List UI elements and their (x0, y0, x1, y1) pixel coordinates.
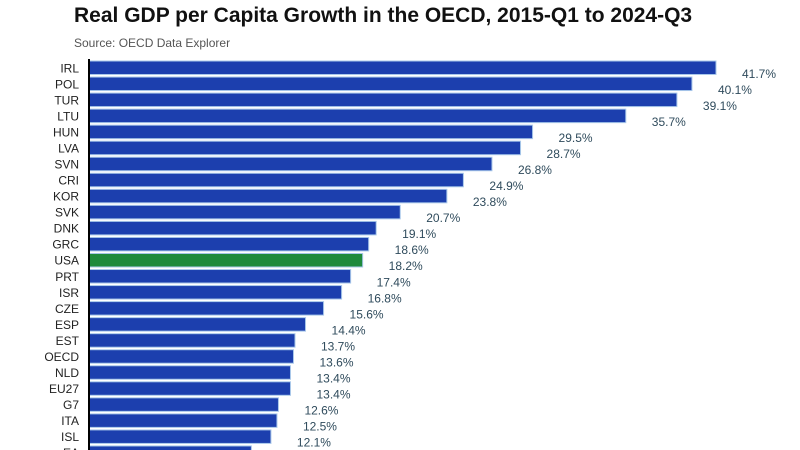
value-label: 24.9% (489, 179, 523, 193)
value-label: 13.4% (316, 388, 350, 402)
value-label: 13.6% (319, 355, 353, 369)
bar-isl (88, 429, 272, 444)
bar-grc (88, 236, 370, 252)
bar-irl (88, 60, 717, 75)
value-label: 12.6% (304, 404, 338, 418)
bar-ea (88, 445, 252, 450)
value-label: 17.4% (377, 275, 411, 289)
bar-esp (88, 317, 307, 332)
category-label: CZE (55, 302, 79, 316)
value-label: 12.5% (303, 420, 337, 434)
value-label: 40.1% (718, 83, 752, 97)
bar-eu27 (88, 381, 291, 396)
bar-est (88, 333, 296, 348)
value-label: 13.7% (321, 339, 355, 353)
value-label: 35.7% (652, 115, 686, 129)
value-label: 41.7% (742, 67, 776, 81)
category-label: KOR (53, 190, 79, 204)
bar-tur (88, 92, 678, 108)
category-label: USA (54, 254, 79, 268)
category-label: ISL (61, 430, 79, 444)
bar-cri (88, 172, 464, 188)
value-label: 15.6% (350, 307, 384, 321)
bar-dnk (88, 220, 377, 236)
bar-nld (88, 365, 291, 380)
category-label: EST (56, 334, 80, 348)
value-label: 20.7% (426, 211, 460, 225)
category-label: DNK (54, 222, 79, 236)
category-label: LTU (57, 109, 79, 123)
value-label: 19.1% (402, 227, 436, 241)
category-label: OECD (44, 350, 79, 364)
value-label: 16.8% (368, 291, 402, 305)
bar-prt (88, 269, 352, 284)
value-label: 18.6% (395, 243, 429, 257)
category-label: PRT (55, 270, 79, 284)
value-label: 28.7% (547, 147, 581, 161)
category-label: EA (63, 446, 79, 450)
bar-ita (88, 413, 278, 428)
bar-lva (88, 140, 522, 156)
category-label: CRI (58, 174, 79, 188)
category-label: EU27 (49, 382, 79, 396)
category-label: ITA (61, 414, 79, 428)
bar-cze (88, 301, 325, 316)
value-label: 14.4% (332, 323, 366, 337)
bar-g7 (88, 397, 279, 412)
value-label: 18.2% (389, 259, 423, 273)
value-label: 23.8% (473, 195, 507, 209)
bar-isr (88, 285, 343, 300)
category-label: SVK (55, 206, 79, 220)
category-label: G7 (63, 398, 79, 412)
bar-oecd (88, 349, 294, 364)
category-label: POL (55, 77, 79, 91)
bar-svk (88, 204, 401, 220)
category-label: NLD (55, 366, 79, 380)
category-label: ISR (59, 286, 79, 300)
category-label: TUR (54, 93, 79, 107)
value-label: 29.5% (559, 131, 593, 145)
bar-pol (88, 76, 693, 92)
category-label: HUN (53, 125, 79, 139)
category-label: ESP (55, 318, 79, 332)
value-label: 13.4% (316, 372, 350, 386)
bar-kor (88, 188, 448, 204)
category-label: IRL (60, 61, 79, 75)
value-label: 26.8% (518, 163, 552, 177)
value-label: 12.1% (297, 436, 331, 450)
bar-svn (88, 156, 493, 172)
value-label: 39.1% (703, 99, 737, 113)
category-label: SVN (54, 157, 79, 171)
bar-hun (88, 124, 534, 140)
category-label: GRC (52, 238, 79, 252)
bar-usa (88, 252, 364, 268)
category-label: LVA (58, 141, 79, 155)
chart-subtitle: Source: OECD Data Explorer (74, 36, 231, 50)
bar-ltu (88, 108, 627, 124)
chart-title: Real GDP per Capita Growth in the OECD, … (74, 4, 693, 27)
